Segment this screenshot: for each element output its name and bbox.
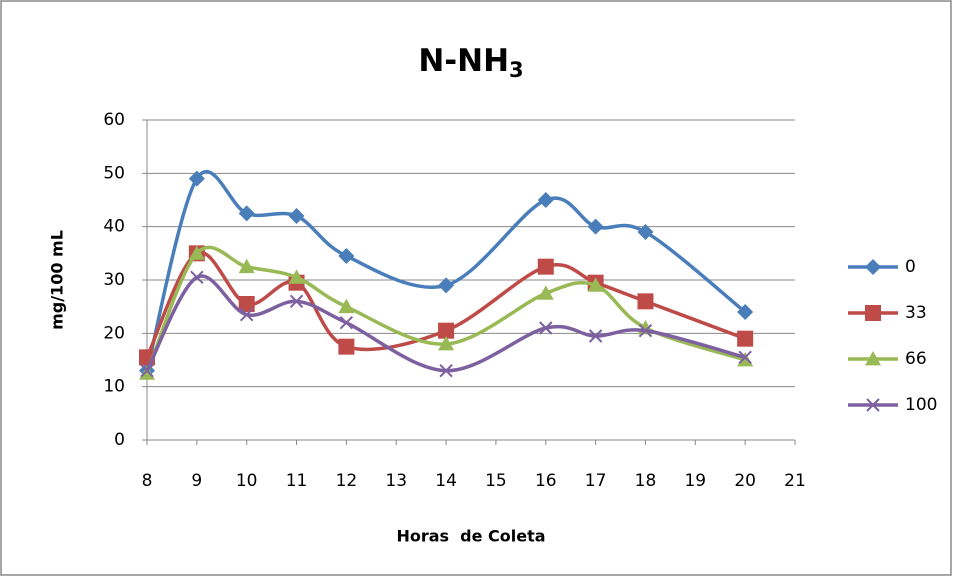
data-point — [338, 248, 355, 264]
data-point — [587, 277, 604, 292]
y-tick-label: 20 — [103, 323, 125, 343]
x-tick-label: 9 — [191, 471, 202, 491]
legend-marker — [865, 259, 881, 275]
data-point — [537, 192, 554, 208]
data-point — [737, 304, 754, 320]
y-tick-label: 30 — [103, 270, 125, 290]
data-point — [637, 224, 654, 240]
data-point — [288, 208, 305, 224]
legend-label: 66 — [905, 349, 927, 369]
x-tick-label: 12 — [336, 471, 358, 491]
data-point — [638, 323, 653, 338]
data-point — [637, 293, 654, 310]
data-point — [238, 205, 255, 222]
x-tick-label: 17 — [585, 471, 607, 491]
data-point — [737, 352, 754, 367]
data-point — [737, 330, 754, 347]
legend-marker — [866, 398, 880, 412]
data-point — [438, 336, 455, 351]
series-line — [145, 274, 746, 373]
data-point — [339, 315, 354, 330]
data-point — [438, 277, 455, 294]
title-main: N-NH — [418, 43, 509, 79]
x-tick-label: 21 — [784, 471, 806, 491]
data-point — [239, 307, 254, 322]
x-tick-label: 18 — [635, 471, 657, 491]
legend-marker — [865, 351, 881, 366]
y-tick-label: 10 — [103, 377, 125, 397]
data-point — [537, 258, 554, 275]
x-tick-label: 14 — [435, 471, 457, 491]
data-point — [190, 270, 204, 285]
data-point — [438, 322, 455, 339]
legend-label: 33 — [905, 303, 927, 323]
data-point — [188, 170, 205, 187]
legend-label: 100 — [905, 395, 937, 415]
x-axis-label: Horas de Coleta — [396, 527, 545, 546]
x-tick-label: 15 — [485, 471, 507, 491]
data-point — [288, 269, 305, 284]
y-axis-label: mg/100 mL — [48, 230, 67, 330]
data-point — [537, 285, 554, 300]
chart-title: N-NH3 — [418, 43, 523, 83]
data-point — [587, 218, 604, 235]
x-tick-label: 8 — [142, 471, 153, 491]
data-point — [738, 350, 752, 365]
data-point — [588, 329, 603, 343]
legend-marker — [865, 305, 881, 321]
data-point — [539, 321, 553, 335]
series-line — [145, 245, 746, 375]
data-point — [289, 294, 304, 309]
x-tick-label: 11 — [286, 471, 308, 491]
x-tick-label: 16 — [535, 471, 557, 491]
y-tick-label: 40 — [103, 217, 125, 237]
data-point — [140, 363, 154, 378]
title-subscript: 3 — [509, 58, 524, 82]
data-point — [338, 338, 355, 355]
x-tick-label: 10 — [236, 471, 258, 491]
data-point — [439, 363, 453, 378]
x-tick-label: 20 — [734, 471, 756, 491]
data-point — [338, 298, 355, 314]
data-point — [139, 365, 155, 380]
y-tick-label: 0 — [114, 430, 125, 450]
x-tick-label: 19 — [684, 471, 706, 491]
y-tick-label: 60 — [103, 110, 125, 130]
x-tick-label: 13 — [385, 471, 407, 491]
series-line — [145, 169, 747, 372]
data-point — [238, 296, 255, 312]
legend-label: 0 — [905, 257, 916, 277]
y-tick-label: 50 — [103, 163, 125, 183]
data-point — [238, 258, 255, 274]
data-point — [188, 245, 205, 260]
